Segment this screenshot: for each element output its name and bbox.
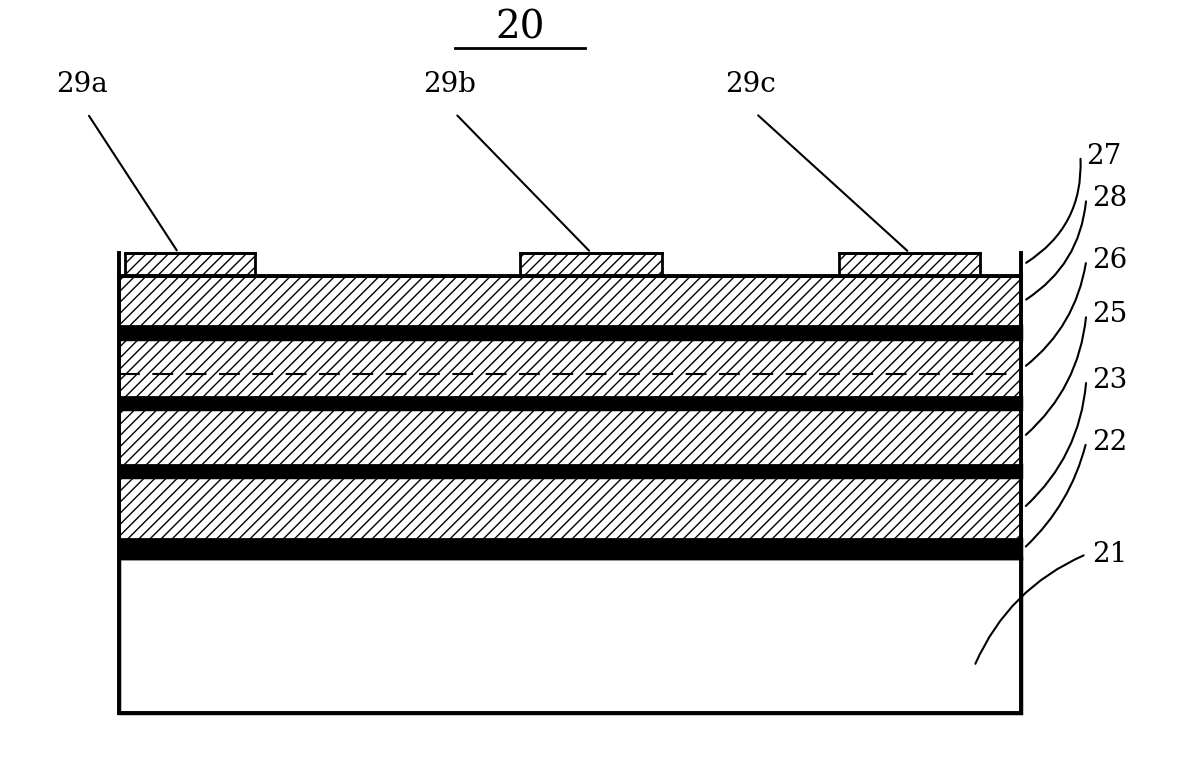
Text: 29a: 29a [56,71,108,98]
Text: 22: 22 [1092,428,1128,456]
Bar [839,253,980,276]
Text: 27: 27 [1086,143,1122,169]
Bar [119,276,1021,326]
Text: 29c: 29c [725,71,775,98]
Text: 20: 20 [495,10,545,47]
Text: 28: 28 [1092,185,1128,212]
Bar [119,477,1021,539]
Bar [119,409,1021,465]
Text: 23: 23 [1092,367,1128,393]
Bar [119,539,1021,558]
Text: 26: 26 [1092,247,1128,274]
Bar [119,397,1021,409]
Bar [119,326,1021,338]
Bar [119,558,1021,712]
Bar [125,253,255,276]
Bar [119,338,1021,397]
Bar [119,465,1021,477]
Text: 29b: 29b [423,71,476,98]
Bar [520,253,662,276]
Text: 25: 25 [1092,301,1128,328]
Text: 21: 21 [1092,541,1128,568]
